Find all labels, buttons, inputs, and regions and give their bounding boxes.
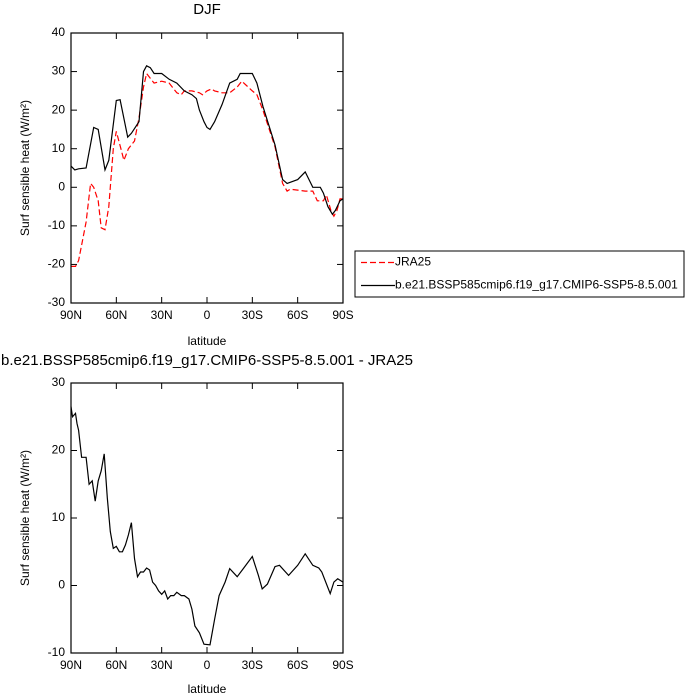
data-line xyxy=(71,72,343,267)
y-tick-label: 10 xyxy=(52,510,66,524)
x-tick-label: 30N xyxy=(151,308,173,322)
data-line xyxy=(70,406,344,646)
y-tick-label: 0 xyxy=(58,578,65,592)
x-tick-label: 0 xyxy=(204,308,211,322)
y-tick-label: 30 xyxy=(52,64,66,78)
x-tick-label: 90N xyxy=(60,658,82,672)
x-tick-label: 30N xyxy=(151,658,173,672)
y-tick-label: -10 xyxy=(48,645,66,659)
x-tick-label: 60N xyxy=(105,308,127,322)
y-tick-label: 30 xyxy=(52,375,66,389)
x-tick-label: 30S xyxy=(242,658,263,672)
x-tick-label: 60S xyxy=(287,658,308,672)
x-axis-label: latitude xyxy=(188,682,227,696)
x-tick-label: 90S xyxy=(332,308,353,322)
y-tick-label: 40 xyxy=(52,25,66,39)
y-axis-label: Surf sensible heat (W/m²) xyxy=(18,100,32,236)
x-tick-label: 60S xyxy=(287,308,308,322)
legend-label: b.e21.BSSP585cmip6.f19_g17.CMIP6-SSP5-8.… xyxy=(395,278,678,292)
chart-title: b.e21.BSSP585cmip6.f19_g17.CMIP6-SSP5-8.… xyxy=(1,352,413,369)
y-tick-label: 20 xyxy=(52,102,66,116)
chart-title: DJF xyxy=(193,1,221,18)
x-tick-label: 90S xyxy=(332,658,353,672)
plot-frame xyxy=(70,382,344,654)
x-axis-label: latitude xyxy=(188,334,227,348)
x-tick-label: 30S xyxy=(242,308,263,322)
y-tick-label: -20 xyxy=(48,257,66,271)
legend-box xyxy=(354,250,685,298)
x-tick-label: 0 xyxy=(204,658,211,672)
y-tick-label: -30 xyxy=(48,295,66,309)
y-axis-label: Surf sensible heat (W/m²) xyxy=(18,450,32,586)
y-tick-label: 10 xyxy=(52,141,66,155)
x-tick-label: 60N xyxy=(105,658,127,672)
y-tick-label: -10 xyxy=(48,218,66,232)
y-tick-label: 20 xyxy=(52,443,66,457)
plot-frame xyxy=(70,32,344,304)
y-tick-label: 0 xyxy=(58,179,65,193)
x-tick-label: 90N xyxy=(60,308,82,322)
legend-label: JRA25 xyxy=(395,255,431,269)
data-line xyxy=(70,64,344,216)
